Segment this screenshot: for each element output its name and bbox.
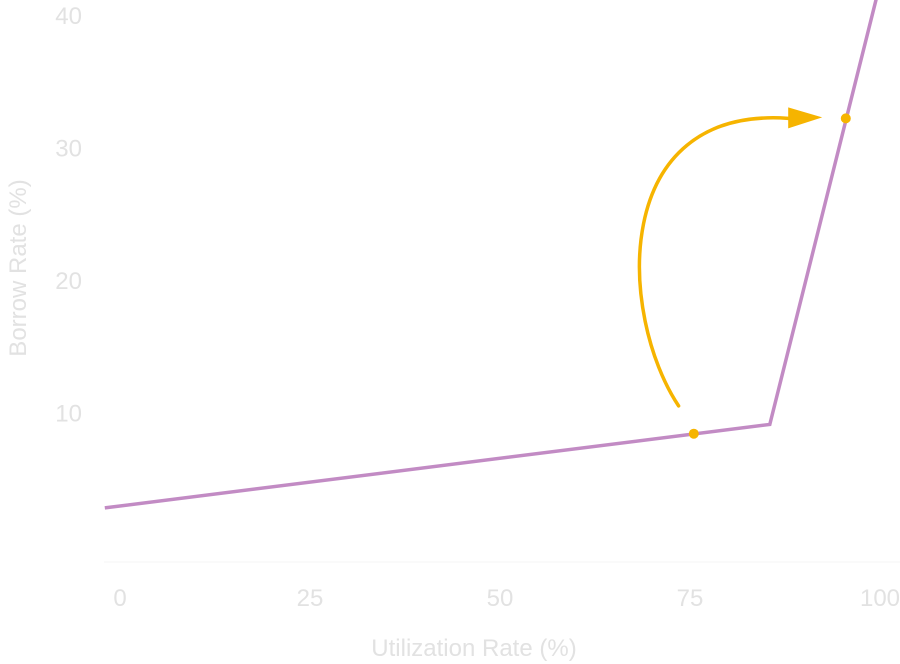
x-tick-label: 0 [113, 585, 126, 612]
arrowhead [788, 107, 823, 129]
y-axis-label: Borrow Rate (%) [5, 179, 32, 356]
x-tick-label: 50 [487, 585, 514, 612]
y-tick-label: 10 [55, 401, 82, 428]
series-layer [104, 0, 878, 510]
x-tick-label: 25 [297, 585, 324, 612]
y-tick-label: 30 [55, 136, 82, 163]
y-tick-label: 40 [55, 3, 82, 30]
y-axis-ticks: 10 20 30 40 [55, 3, 82, 428]
marker-layer [688, 113, 851, 439]
highlight-point [840, 113, 851, 124]
borrow-rate-line [104, 0, 878, 510]
highlight-point [688, 428, 699, 439]
curved-arrow-line [637, 116, 790, 408]
x-axis-label: Utilization Rate (%) [371, 635, 576, 662]
annotation-layer [637, 107, 823, 408]
x-tick-label: 100 [860, 585, 900, 612]
x-tick-label: 75 [677, 585, 704, 612]
x-axis-ticks: 0 25 50 75 100 [113, 585, 900, 612]
y-tick-label: 20 [55, 268, 82, 295]
